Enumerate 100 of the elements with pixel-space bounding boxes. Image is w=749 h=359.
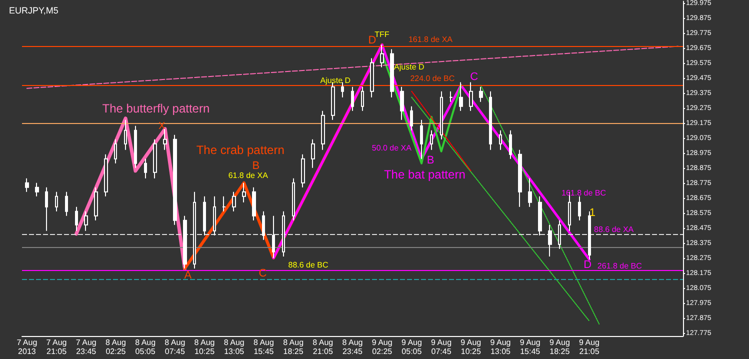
candlestick bbox=[232, 191, 236, 212]
candlestick bbox=[538, 196, 542, 236]
candlestick bbox=[252, 186, 256, 221]
candlestick bbox=[84, 210, 88, 232]
candlestick bbox=[292, 178, 295, 221]
annotation: 88.6 de XA bbox=[594, 224, 634, 234]
candlestick bbox=[311, 138, 315, 168]
candlestick bbox=[370, 58, 374, 98]
annotation: X bbox=[158, 121, 166, 132]
annotation: 224.0 de BC bbox=[410, 74, 455, 84]
x-tick-label: 9 Aug 21:05 bbox=[579, 338, 600, 356]
x-tick-label: 7 Aug 23:45 bbox=[76, 338, 97, 356]
annotation: The crab pattern bbox=[196, 142, 284, 157]
candlestick bbox=[578, 196, 581, 221]
candlestick bbox=[282, 210, 285, 257]
x-tick-label: 9 Aug 18:25 bbox=[549, 338, 570, 356]
candlestick bbox=[548, 224, 552, 257]
candlestick bbox=[94, 186, 98, 221]
candlestick bbox=[163, 128, 167, 150]
x-tick-label: 9 Aug 13:05 bbox=[490, 338, 512, 356]
annotation: TFF bbox=[374, 30, 390, 40]
annotation: A bbox=[184, 270, 192, 282]
candlestick bbox=[390, 48, 394, 98]
candlestick bbox=[65, 191, 68, 216]
candlestick bbox=[104, 154, 108, 197]
x-tick-label: 8 Aug 21:05 bbox=[312, 338, 334, 356]
x-tick-label: 8 Aug 13:05 bbox=[224, 338, 245, 356]
annotation: B bbox=[252, 160, 260, 172]
candlestick bbox=[124, 119, 127, 150]
x-tick-label: 8 Aug 15:45 bbox=[253, 338, 274, 356]
annotation: C bbox=[258, 268, 267, 280]
candlestick bbox=[45, 186, 48, 232]
candlestick bbox=[509, 130, 512, 160]
candlestick bbox=[321, 110, 325, 150]
x-tick-label: 7 Aug 2013 bbox=[16, 338, 38, 356]
candlestick bbox=[134, 125, 137, 168]
annotation: The bat pattern bbox=[384, 168, 466, 182]
candlestick bbox=[183, 215, 187, 269]
annotation: 50.0 de XA bbox=[372, 143, 412, 152]
candlestick bbox=[25, 178, 29, 192]
annotation: Ajuste D bbox=[394, 62, 424, 72]
x-tick-label: 8 Aug 02:25 bbox=[105, 338, 126, 356]
candlestick bbox=[499, 130, 502, 150]
x-tick-label: 9 Aug 10:25 bbox=[460, 338, 482, 356]
candlestick bbox=[193, 191, 196, 269]
x-tick-label: 9 Aug 15:45 bbox=[520, 338, 541, 356]
annotation: 161.8 de XA bbox=[408, 34, 454, 44]
candlestick bbox=[528, 178, 532, 208]
candlestick bbox=[361, 86, 364, 112]
candlestick bbox=[440, 90, 443, 140]
x-tick-label: 8 Aug 10:25 bbox=[194, 338, 216, 356]
x-tick-label: 8 Aug 23:45 bbox=[342, 338, 364, 356]
annotation: D bbox=[368, 34, 376, 46]
candlestick bbox=[114, 138, 117, 164]
candlestick bbox=[479, 86, 483, 102]
candlestick bbox=[173, 134, 177, 226]
candlestick bbox=[55, 191, 58, 212]
x-tick-label: 9 Aug 05:05 bbox=[401, 338, 422, 356]
annotation: B bbox=[426, 154, 434, 166]
candlestick bbox=[272, 215, 275, 258]
candlestick bbox=[558, 220, 561, 250]
candlestick bbox=[351, 86, 354, 112]
candlestick bbox=[35, 182, 39, 197]
annotation: 1 bbox=[589, 207, 596, 220]
candlestick bbox=[430, 130, 433, 150]
candlestick bbox=[449, 90, 453, 102]
x-tick-label: 7 Aug 21:05 bbox=[46, 338, 68, 356]
candlestick bbox=[75, 206, 78, 232]
annotation: 88.6 de BC bbox=[288, 260, 328, 270]
candlestick bbox=[203, 196, 206, 236]
candlestick bbox=[459, 82, 463, 112]
candlestick bbox=[301, 154, 305, 188]
candlestick bbox=[518, 149, 522, 208]
candlestick bbox=[380, 44, 384, 68]
x-tick-label: 8 Aug 18:25 bbox=[283, 338, 304, 356]
candlestick bbox=[489, 90, 492, 150]
candlestick bbox=[144, 158, 147, 179]
candlestick bbox=[262, 210, 265, 240]
candlestick bbox=[222, 196, 226, 212]
candlestick bbox=[469, 82, 473, 112]
annotation: 61.8 de XA bbox=[228, 171, 269, 180]
annotation: 261.8 de BC bbox=[597, 261, 642, 270]
x-tick-label: 8 Aug 05:05 bbox=[135, 338, 156, 356]
candlestick bbox=[242, 182, 246, 203]
candlestick bbox=[420, 119, 423, 160]
x-tick-label: 9 Aug 02:25 bbox=[372, 338, 393, 356]
annotation: Ajuste D bbox=[320, 76, 351, 86]
annotation: The butterfly pattern bbox=[102, 101, 210, 116]
x-tick-label: 9 Aug 07:45 bbox=[431, 338, 452, 356]
annotation: 161.8 de BC bbox=[562, 188, 606, 198]
candlestick bbox=[341, 82, 344, 98]
candlestick bbox=[400, 86, 404, 120]
candlestick bbox=[588, 210, 591, 260]
annotation: D bbox=[584, 258, 592, 271]
candlestick bbox=[153, 138, 157, 179]
candlestick bbox=[410, 106, 413, 131]
x-tick-label: 8 Aug 07:45 bbox=[164, 338, 186, 356]
annotation: C bbox=[470, 70, 478, 83]
text: EURJPY,M5 bbox=[9, 6, 58, 16]
candlestick bbox=[213, 196, 216, 236]
